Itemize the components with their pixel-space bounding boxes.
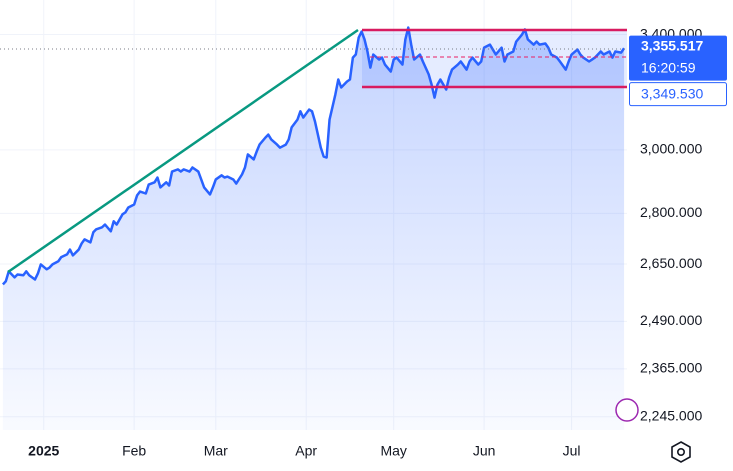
settings-dot[interactable]	[676, 447, 685, 456]
y-tick-label: 2,650.000	[640, 255, 702, 271]
trend-line	[7, 28, 359, 274]
price-tag-box	[629, 35, 727, 81]
price-tag-box	[629, 82, 727, 107]
price-line	[1, 26, 626, 286]
axes: 2,245.000 2,365.000 2,490.000 2,650.000 2,80…	[28, 25, 702, 458]
series	[1, 26, 626, 430]
y-tick-label: 2,490.000	[640, 312, 702, 328]
x-tick-label: Apr	[295, 443, 317, 459]
price-tags: 3,355.517 16:20:59 3,349.530	[629, 35, 727, 107]
price-tag-label: 3,355.517	[641, 37, 703, 53]
area	[2, 27, 625, 430]
y-tick-label: 2,365.000	[640, 360, 702, 376]
y-tick-label: 2,245.000	[640, 407, 702, 423]
x-tick-label: Jun	[473, 443, 496, 459]
alert-icon[interactable]	[615, 398, 639, 422]
x-tick-label: May	[380, 443, 406, 459]
settings-icon[interactable]	[671, 441, 691, 463]
x-tick-label: Feb	[122, 443, 146, 459]
x-tick-label: 2025	[28, 443, 59, 459]
y-tick-label: 3,000.000	[640, 141, 702, 157]
x-tick-label: Jul	[563, 443, 581, 459]
x-tick-label: Mar	[204, 443, 228, 459]
range-box	[362, 30, 627, 87]
settings-hex[interactable]	[671, 441, 691, 463]
countdown-label: 16:20:59	[641, 59, 696, 75]
y-tick-label: 2,800.000	[640, 204, 702, 220]
price-tag-label: 3,349.530	[641, 85, 703, 101]
